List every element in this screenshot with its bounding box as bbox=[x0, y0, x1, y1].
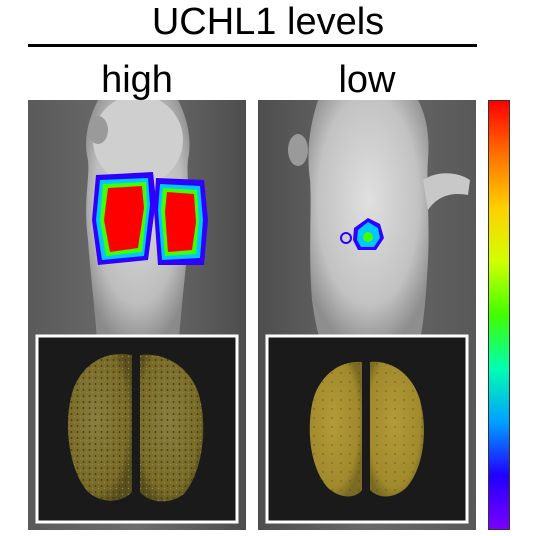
title-underline bbox=[28, 44, 477, 47]
panel-high-image bbox=[28, 100, 246, 530]
bioluminescence-signal-high bbox=[92, 172, 208, 265]
figure-title: UCHL1 levels bbox=[151, 1, 385, 43]
lung-inset-high bbox=[35, 334, 239, 524]
panel-label-high: high bbox=[101, 59, 173, 101]
panel-low-image bbox=[258, 100, 476, 530]
lung-inset-low bbox=[265, 334, 469, 524]
panel-label-low: low bbox=[338, 59, 396, 101]
bioluminescence-signal-low bbox=[340, 218, 384, 250]
color-scale-bar bbox=[488, 100, 510, 530]
